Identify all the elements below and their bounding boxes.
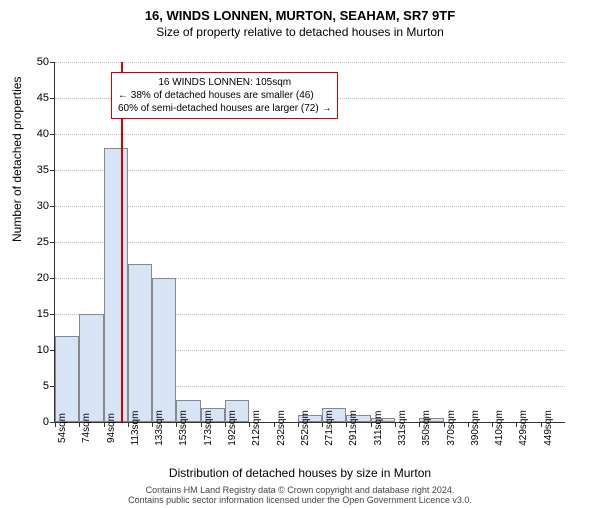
y-axis-label: Number of detached properties — [10, 77, 24, 242]
gridline — [55, 170, 565, 171]
y-tick-mark — [50, 314, 55, 315]
chart-footer: Contains HM Land Registry data © Crown c… — [0, 486, 600, 506]
chart-plot-area: 0510152025303540455054sqm74sqm94sqm113sq… — [54, 62, 565, 423]
y-tick-mark — [50, 62, 55, 63]
x-tick-label: 192sqm — [227, 410, 238, 446]
y-tick-mark — [50, 134, 55, 135]
x-tick-label: 370sqm — [446, 410, 457, 446]
x-tick-mark — [371, 422, 372, 427]
histogram-bar — [152, 278, 176, 422]
x-tick-mark — [152, 422, 153, 427]
gridline — [55, 242, 565, 243]
y-tick-label: 50 — [37, 56, 49, 68]
x-tick-label: 153sqm — [178, 410, 189, 446]
x-axis-label: Distribution of detached houses by size … — [0, 466, 600, 480]
y-tick-mark — [50, 278, 55, 279]
footer-line2: Contains public sector information licen… — [0, 496, 600, 506]
x-tick-label: 271sqm — [324, 410, 335, 446]
y-tick-label: 25 — [37, 236, 49, 248]
chart-title-main: 16, WINDS LONNEN, MURTON, SEAHAM, SR7 9T… — [0, 8, 600, 23]
y-tick-mark — [50, 98, 55, 99]
y-tick-label: 5 — [43, 380, 49, 392]
x-tick-mark — [201, 422, 202, 427]
x-tick-mark — [444, 422, 445, 427]
x-tick-label: 449sqm — [543, 410, 554, 446]
y-tick-label: 30 — [37, 200, 49, 212]
x-tick-label: 311sqm — [373, 411, 384, 446]
x-tick-label: 94sqm — [106, 413, 117, 443]
x-tick-label: 410sqm — [494, 410, 505, 446]
gridline — [55, 206, 565, 207]
x-tick-mark — [225, 422, 226, 427]
gridline — [55, 62, 565, 63]
histogram-bar — [55, 336, 79, 422]
x-tick-label: 429sqm — [518, 410, 529, 446]
y-tick-label: 0 — [43, 416, 49, 428]
x-tick-mark — [395, 422, 396, 427]
y-tick-label: 40 — [37, 128, 49, 140]
x-tick-mark — [492, 422, 493, 427]
annotation-line: ← 38% of detached houses are smaller (46… — [118, 89, 331, 102]
y-tick-mark — [50, 242, 55, 243]
x-tick-label: 74sqm — [81, 413, 92, 443]
y-tick-label: 45 — [37, 92, 49, 104]
x-tick-label: 232sqm — [276, 410, 287, 446]
x-tick-mark — [322, 422, 323, 427]
x-tick-mark — [468, 422, 469, 427]
chart-title-sub: Size of property relative to detached ho… — [0, 25, 600, 39]
annotation-line: 60% of semi-detached houses are larger (… — [118, 102, 331, 115]
x-tick-label: 252sqm — [300, 410, 311, 446]
x-tick-mark — [274, 422, 275, 427]
x-tick-label: 133sqm — [154, 410, 165, 446]
x-tick-mark — [104, 422, 105, 427]
annotation-callout: 16 WINDS LONNEN: 105sqm← 38% of detached… — [111, 72, 338, 119]
x-tick-mark — [541, 422, 542, 427]
x-tick-mark — [298, 422, 299, 427]
y-tick-mark — [50, 206, 55, 207]
x-tick-label: 291sqm — [348, 410, 359, 446]
x-tick-mark — [128, 422, 129, 427]
x-tick-label: 113sqm — [130, 411, 141, 446]
histogram-bar — [79, 314, 103, 422]
x-tick-mark — [55, 422, 56, 427]
x-tick-label: 390sqm — [470, 410, 481, 446]
x-tick-label: 331sqm — [397, 410, 408, 446]
x-tick-label: 350sqm — [421, 410, 432, 446]
annotation-line: 16 WINDS LONNEN: 105sqm — [118, 76, 331, 89]
histogram-bar — [104, 148, 128, 422]
y-tick-label: 20 — [37, 272, 49, 284]
x-tick-label: 212sqm — [251, 410, 262, 446]
x-tick-label: 173sqm — [203, 410, 214, 446]
x-tick-label: 54sqm — [57, 413, 68, 443]
y-tick-label: 15 — [37, 308, 49, 320]
gridline — [55, 134, 565, 135]
histogram-bar — [128, 264, 152, 422]
y-tick-label: 10 — [37, 344, 49, 356]
y-tick-label: 35 — [37, 164, 49, 176]
y-tick-mark — [50, 170, 55, 171]
